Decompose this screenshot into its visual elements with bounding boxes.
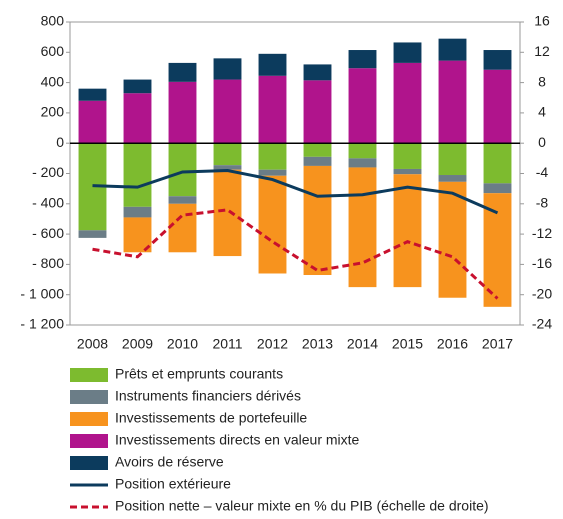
bar-segment (168, 143, 197, 197)
bar-segment (213, 58, 242, 80)
y2-tick-label: 0 (538, 134, 546, 150)
bar-segment (303, 64, 332, 81)
y2-tick-label: -24 (532, 316, 552, 332)
x-tick-label: 2014 (347, 336, 378, 352)
bar-segment (393, 174, 422, 288)
bar-segment (438, 143, 467, 176)
bar-segment (123, 206, 152, 218)
bar-segment (393, 42, 422, 63)
y-tick-label: - 1 000 (20, 285, 64, 301)
line (92, 208, 499, 300)
legend-label: Prêts et emprunts courants (115, 366, 283, 382)
x-tick-label: 2016 (437, 336, 468, 352)
bar-segment (213, 143, 242, 166)
bar-segment (393, 168, 422, 175)
bar-segment (258, 175, 287, 274)
y2-tick-label: 8 (538, 73, 546, 89)
bar-segment (168, 62, 197, 82)
legend-swatch (70, 390, 108, 404)
bar-segment (78, 100, 107, 144)
x-tick-label: 2015 (392, 336, 423, 352)
bar-segment (438, 175, 467, 182)
bar-segment (168, 203, 197, 253)
y-tick-label: 0 (56, 134, 64, 150)
legend-swatch (70, 368, 108, 382)
x-tick-label: 2012 (257, 336, 288, 352)
y-tick-label: - 200 (32, 164, 64, 180)
legend-swatch (70, 412, 108, 426)
bar-segment (303, 80, 332, 144)
legend-label: Position extérieure (115, 476, 231, 492)
y-tick-label: 200 (41, 104, 65, 120)
x-tick-label: 2011 (212, 336, 242, 352)
bar-segment (348, 68, 377, 144)
y2-tick-label: 12 (534, 43, 550, 59)
bar-segment (168, 196, 197, 204)
y-tick-label: - 400 (32, 195, 64, 211)
bar-segment (393, 143, 422, 169)
bar-segment (438, 38, 467, 61)
bar-segment (483, 69, 512, 144)
bar-segment (483, 143, 512, 184)
y-tick-label: 400 (41, 73, 65, 89)
legend-label: Avoirs de réserve (115, 454, 224, 470)
legend-label: Investissements de portefeuille (115, 410, 307, 426)
bar-segment (258, 169, 287, 176)
x-tick-label: 2010 (167, 336, 198, 352)
y-tick-label: 600 (41, 43, 65, 59)
line (92, 168, 499, 215)
bar-segment (123, 143, 152, 207)
x-tick-label: 2013 (302, 336, 333, 352)
bar-segment (123, 93, 152, 144)
bar-segment (123, 79, 152, 94)
bar-segment (213, 79, 242, 144)
bar-segment (483, 50, 512, 70)
y2-tick-label: -4 (536, 164, 549, 180)
bar-segment (303, 165, 332, 276)
bar-segment (303, 156, 332, 166)
bar-segment (78, 88, 107, 101)
y2-tick-label: -8 (536, 195, 549, 211)
legend-label: Instruments financiers dérivés (115, 388, 301, 404)
y-tick-label: - 1 200 (20, 316, 64, 332)
y2-tick-label: -20 (532, 285, 552, 301)
bar-segment (483, 183, 512, 194)
bar-segment (438, 60, 467, 144)
bar-segment (213, 169, 242, 257)
legend-label: Investissements directs en valeur mixte (115, 432, 360, 448)
bar-segment (258, 143, 287, 170)
y2-tick-label: -16 (532, 255, 552, 271)
x-tick-label: 2017 (482, 336, 513, 352)
bar-segment (258, 53, 287, 76)
legend-label: Position nette – valeur mixte en % du PI… (115, 498, 489, 514)
y2-tick-label: -12 (532, 225, 552, 241)
bar-segment (303, 143, 332, 157)
bar-segment (258, 75, 287, 144)
bar-segment (78, 230, 107, 238)
x-tick-label: 2008 (77, 336, 108, 352)
bar-segment (393, 62, 422, 144)
legend-swatch (70, 456, 108, 470)
bar-segment (348, 50, 377, 69)
bar-segment (348, 158, 377, 168)
bar-segment (348, 143, 377, 159)
legend-swatch (70, 434, 108, 448)
bar-segment (438, 181, 467, 298)
x-tick-label: 2009 (122, 336, 153, 352)
bar-segment (213, 165, 242, 170)
y2-tick-label: 16 (534, 13, 550, 29)
bar-segment (348, 167, 377, 288)
y-tick-label: 800 (41, 13, 65, 29)
bar-segment (168, 81, 197, 144)
y2-tick-label: 4 (538, 104, 546, 120)
y-tick-label: - 600 (32, 225, 64, 241)
y-tick-label: - 800 (32, 255, 64, 271)
